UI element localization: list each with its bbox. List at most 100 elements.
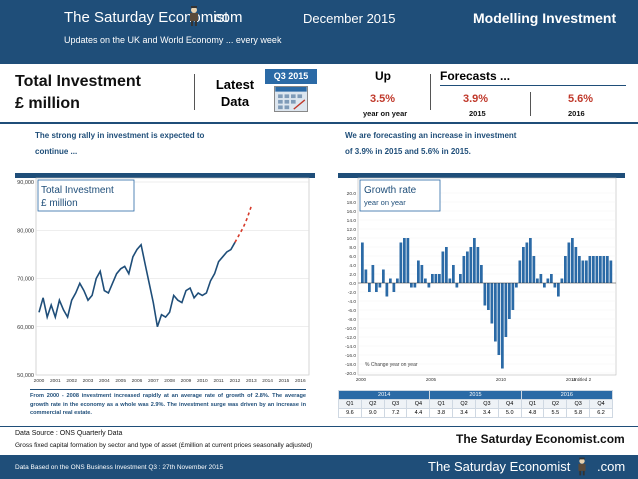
- growth-bar: [578, 256, 581, 283]
- growth-bar-chart: 20.0 18.0 16.0 14.0 12.0 10.0 8.0 6.0 4.0 2.0 0.0 -…: [338, 173, 625, 382]
- left-intro: The strong rally in investment is expect…: [35, 128, 204, 160]
- left-intro-line-2: continue ...: [35, 147, 78, 156]
- growth-bar: [515, 283, 518, 288]
- investment-line-chart: 50,000 60,000 70,000 80,000 90,000 2000 2001 2…: [15, 173, 315, 384]
- y-axis-label: % Change year on year: [365, 362, 418, 368]
- growth-bar: [567, 242, 571, 283]
- y-tick-label: -12.0: [345, 335, 356, 341]
- growth-bar: [574, 247, 578, 283]
- growth-bar: [536, 278, 539, 283]
- y-tick-label: -18.0: [345, 362, 356, 368]
- x-tick-label: 2001: [50, 378, 61, 384]
- forecast-underline: [440, 85, 626, 86]
- left-intro-line-1: The strong rally in investment is expect…: [35, 131, 205, 140]
- footer-brand-full: The Saturday Economist.com: [456, 432, 625, 446]
- growth-bar: [368, 283, 371, 292]
- y-tick-label: -14.0: [345, 344, 356, 350]
- growth-bar: [529, 238, 532, 283]
- growth-bar: [420, 265, 424, 283]
- table-cell: 5.8: [566, 408, 591, 418]
- growth-bar: [511, 283, 515, 310]
- y-tick-label: -8.0: [348, 317, 357, 323]
- growth-bar: [448, 278, 452, 283]
- growth-bar: [508, 283, 511, 319]
- growth-bar: [585, 260, 588, 283]
- growth-bar: [609, 260, 613, 283]
- quarter-header: Q2: [452, 399, 476, 409]
- table-cell: 4.8: [520, 408, 545, 418]
- y-tick-label: 60,000: [17, 325, 34, 331]
- table-cell: 4.4: [406, 408, 431, 418]
- header-banner: The Saturday Economist .com Updates on t…: [0, 0, 638, 62]
- growth-bar: [406, 238, 410, 283]
- growth-bar: [403, 238, 406, 283]
- data-definition: Gross fixed capital formation by sector …: [15, 442, 313, 449]
- latest-line-2: Data: [220, 94, 250, 109]
- chart-title: Growth rate: [364, 185, 417, 196]
- x-tick-label: 2005: [426, 377, 437, 382]
- investment-forecast-line: [234, 205, 253, 243]
- x-tick-label: 2002: [66, 378, 77, 384]
- y-tick-label: 70,000: [17, 277, 34, 283]
- table-cell: 3.4: [452, 408, 476, 418]
- growth-bar: [606, 256, 609, 283]
- footer-banner: Data Based on the ONS Business Investmen…: [0, 455, 638, 479]
- growth-bar: [364, 269, 368, 283]
- growth-bar: [417, 260, 420, 283]
- economist-figure-icon: [578, 457, 586, 476]
- calendar-icon: [274, 86, 308, 112]
- y-tick-label: -4.0: [348, 299, 357, 305]
- section-title: Modelling Investment: [473, 10, 617, 26]
- brand-name: The Saturday Economist: [64, 9, 229, 26]
- table-cell: 7.2: [383, 408, 408, 418]
- y-tick-label: -6.0: [348, 308, 357, 314]
- growth-bar: [543, 283, 546, 288]
- forecast-2015-year: 2015: [469, 109, 486, 118]
- chart-title-box: [37, 179, 135, 212]
- y-tick-label: 18.0: [347, 200, 357, 206]
- y-tick-label: -20.0: [345, 371, 356, 377]
- x-tick-label: 2010: [496, 377, 507, 382]
- y-tick-label: 16.0: [347, 209, 357, 215]
- divider: [530, 92, 531, 116]
- growth-bar: [413, 283, 417, 288]
- y-tick-label: -10.0: [345, 326, 356, 332]
- growth-bar: [392, 283, 396, 292]
- growth-bar: [518, 260, 522, 283]
- growth-bar: [473, 238, 476, 283]
- x-tick-label: 2015: [566, 377, 577, 382]
- brand-suffix: .com: [210, 9, 243, 26]
- x-tick-label: 2006: [132, 378, 143, 384]
- quarter-header: Q1: [520, 399, 545, 409]
- x-tick-label: 2005: [115, 378, 126, 384]
- quarter-header: Q4: [497, 399, 522, 409]
- tagline: Updates on the UK and World Economy ... …: [64, 35, 282, 45]
- x-tick-label: 2014: [262, 378, 273, 384]
- growth-bar: [490, 283, 494, 324]
- growth-bar: [504, 283, 508, 337]
- growth-bar: [532, 256, 536, 283]
- title-line-2: £ million: [15, 95, 80, 112]
- latest-data-label: Latest Data: [210, 76, 260, 110]
- growth-bar: [445, 247, 448, 283]
- growth-bar: [389, 278, 392, 283]
- chart-note: From 2000 - 2008 investment increased ra…: [30, 389, 306, 418]
- growth-bar: [599, 256, 602, 283]
- growth-bar: [476, 247, 480, 283]
- quarter-header: Q4: [406, 399, 431, 409]
- growth-bar: [550, 274, 553, 283]
- x-tick-label: 2010: [197, 378, 208, 384]
- growth-bar: [441, 251, 445, 283]
- x-tick-label: 2000: [356, 377, 367, 382]
- y-tick-label: 4.0: [349, 263, 356, 269]
- growth-bar: [595, 256, 599, 283]
- growth-caption: year on year: [363, 109, 408, 118]
- divider: [194, 74, 195, 110]
- x-tick-label: 2009: [181, 378, 192, 384]
- table-cell: 5.5: [543, 408, 568, 418]
- growth-bar: [438, 274, 441, 283]
- x-tick-label: 2011: [213, 378, 224, 384]
- x-tick-label: Untitled 2: [572, 377, 592, 382]
- header-divider: [0, 62, 638, 64]
- y-tick-label: 8.0: [349, 245, 356, 251]
